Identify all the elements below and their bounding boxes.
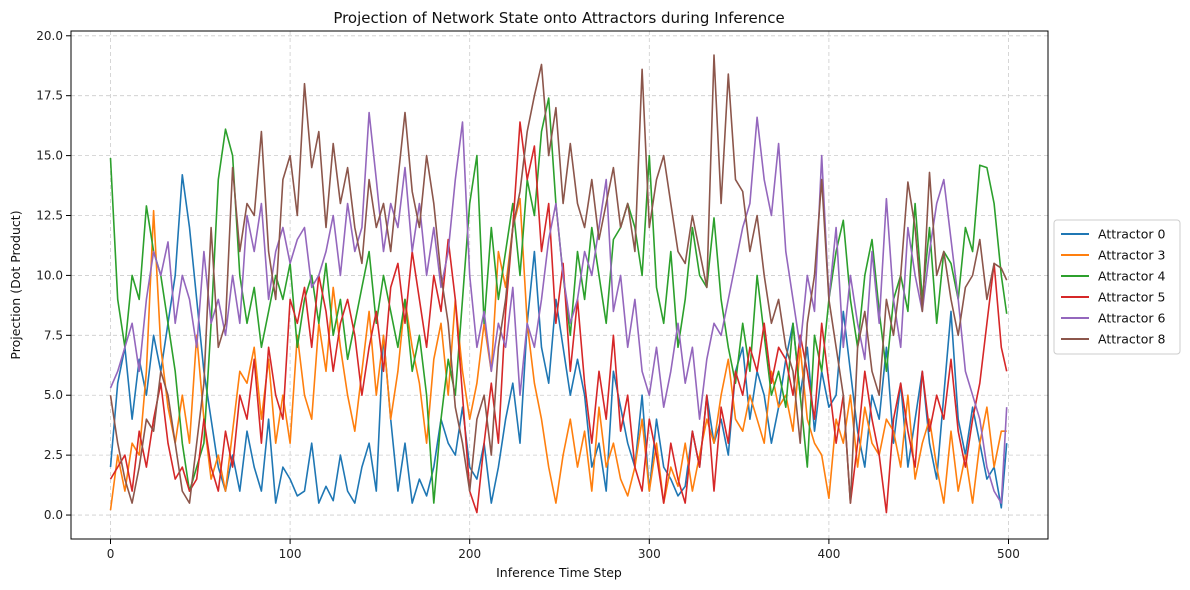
legend-box bbox=[1053, 219, 1181, 355]
y-tick-label: 7.5 bbox=[44, 328, 63, 342]
x-axis: 0 100 200 300 400 500 bbox=[107, 539, 1020, 561]
series-line-attractor-5 bbox=[109, 121, 1008, 514]
y-tick-label: 2.5 bbox=[44, 448, 63, 462]
y-tick-label: 17.5 bbox=[36, 89, 63, 103]
legend-label: Attractor 5 bbox=[1098, 290, 1165, 305]
x-tick-label: 400 bbox=[817, 547, 840, 561]
series-line-attractor-6 bbox=[109, 111, 1008, 504]
legend-label: Attractor 3 bbox=[1098, 248, 1165, 263]
y-tick-label: 12.5 bbox=[36, 209, 63, 223]
y-axis: 0.0 2.5 5.0 7.5 10.0 12.5 15.0 17.5 20.0 bbox=[36, 29, 71, 522]
legend-label: Attractor 4 bbox=[1098, 269, 1165, 284]
chart-title: Projection of Network State onto Attract… bbox=[333, 9, 784, 27]
y-tick-label: 0.0 bbox=[44, 508, 63, 522]
x-tick-label: 500 bbox=[997, 547, 1020, 561]
y-tick-label: 20.0 bbox=[36, 29, 63, 43]
legend-label: Attractor 0 bbox=[1098, 227, 1165, 242]
x-tick-label: 0 bbox=[107, 547, 115, 561]
legend: Attractor 0 Attractor 3 Attractor 4 Attract… bbox=[1053, 219, 1181, 355]
series-lines bbox=[109, 54, 1008, 514]
series-line-attractor-8 bbox=[109, 54, 1008, 504]
x-tick-label: 100 bbox=[279, 547, 302, 561]
y-tick-label: 15.0 bbox=[36, 149, 63, 163]
y-tick-label: 5.0 bbox=[44, 388, 63, 402]
legend-label: Attractor 6 bbox=[1098, 311, 1165, 326]
x-axis-label: Inference Time Step bbox=[496, 565, 622, 580]
plot-frame bbox=[70, 30, 1049, 540]
y-tick-label: 10.0 bbox=[36, 268, 63, 282]
x-tick-label: 200 bbox=[458, 547, 481, 561]
legend-label: Attractor 8 bbox=[1098, 332, 1165, 347]
x-tick-label: 300 bbox=[638, 547, 661, 561]
y-axis-label: Projection (Dot Product) bbox=[8, 210, 23, 359]
series-line-attractor-3 bbox=[109, 197, 1007, 511]
